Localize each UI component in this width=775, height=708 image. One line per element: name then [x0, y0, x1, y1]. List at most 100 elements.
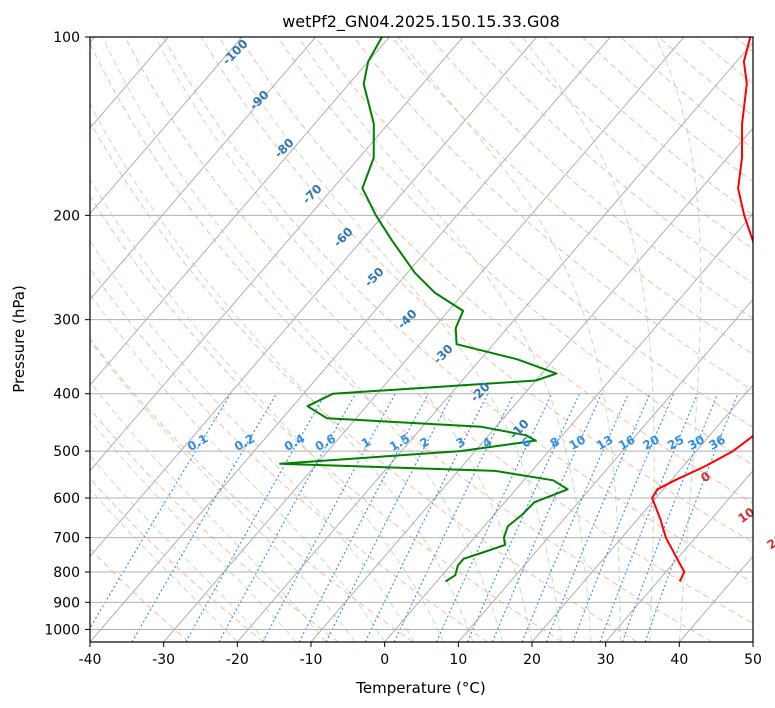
mixing-ratio-line [435, 393, 553, 642]
dry-adiabat [429, 37, 753, 320]
mixing-ratio-line [364, 393, 489, 642]
background-lines [90, 37, 753, 642]
x-axis-title: Temperature (°C) [355, 679, 485, 697]
y-tick-label: 700 [53, 531, 80, 547]
moist-adiabat [90, 293, 386, 642]
moist-adiabat [90, 339, 356, 642]
dry-adiabat [658, 37, 753, 117]
isotherm [90, 37, 243, 215]
moist-adiabat [90, 178, 445, 642]
x-tick-label: 50 [744, 652, 762, 668]
moist-adiabat-label: -70 [300, 182, 325, 207]
mixing-ratio-label: 8 [548, 434, 562, 450]
moist-adiabat [90, 455, 268, 642]
moist-adiabat [297, 37, 592, 642]
mixing-ratio-line [131, 393, 277, 642]
mixing-ratio-label: 0.2 [232, 431, 257, 454]
mixing-ratio-line [572, 393, 675, 642]
isotherm [236, 41, 753, 642]
mixing-ratio-label: 1.5 [387, 431, 412, 454]
dry-adiabat [90, 267, 488, 642]
isotherm [90, 37, 464, 472]
mixing-ratio-line [491, 393, 603, 642]
y-tick-label: 600 [53, 491, 80, 507]
y-tick-label: 100 [53, 30, 80, 46]
x-tick-label: -20 [226, 652, 249, 668]
isotherm [90, 37, 611, 642]
mixing-ratio-line [90, 393, 232, 630]
x-tick-label: 40 [670, 652, 688, 668]
mixing-ratio-label: 20 [640, 432, 661, 452]
dry-adiabat [90, 338, 414, 642]
mixing-ratio-line [185, 393, 326, 642]
dry-adiabat-label: 10 [735, 505, 757, 526]
mixing-ratio-line [466, 393, 581, 642]
dewpoint-profile [279, 37, 569, 583]
dry-adiabat [277, 37, 753, 466]
y-tick-label: 200 [53, 208, 80, 224]
y-tick-label: 800 [53, 565, 80, 581]
profile-lines [279, 37, 753, 583]
x-tick-label: -30 [152, 652, 175, 668]
moist-adiabat [521, 37, 655, 642]
mixing-ratio-line [621, 393, 719, 642]
isotherm [163, 37, 685, 642]
moist-adiabat [397, 37, 621, 642]
mixing-ratio-line [298, 393, 429, 642]
isotherm [384, 212, 753, 642]
x-tick-label: 20 [523, 652, 541, 668]
dry-adiabat [90, 477, 264, 642]
moist-adiabat [90, 240, 415, 642]
moist-adiabat [102, 37, 503, 642]
dry-adiabat [90, 547, 190, 642]
isotherm [310, 127, 753, 642]
moist-adiabat [90, 102, 474, 642]
y-tick-label: 300 [53, 313, 80, 329]
moist-adiabat [90, 488, 238, 642]
mixing-ratio-label: 3 [454, 434, 468, 450]
mixing-ratio-label: 30 [686, 432, 707, 452]
dry-adiabat [696, 37, 753, 85]
dry-adiabat [90, 42, 712, 642]
mixing-ratio-line [218, 393, 357, 642]
moist-adiabat [218, 37, 562, 642]
isotherm [457, 298, 753, 642]
moist-adiabat-label: -50 [362, 265, 387, 290]
isotherm [678, 555, 753, 642]
dry-adiabat [90, 408, 339, 642]
moist-adiabat [154, 37, 533, 642]
mixing-ratio-line [262, 393, 396, 642]
dry-adiabat-label: 20 [764, 531, 775, 552]
dry-adiabat [620, 37, 753, 150]
dry-adiabat [544, 37, 753, 216]
mixing-ratio-label: 16 [616, 432, 637, 452]
y-tick-label: 1000 [44, 622, 80, 638]
mixing-ratio-line [521, 393, 629, 642]
dry-adiabat [238, 37, 753, 504]
mixing-ratio-label: 13 [594, 432, 615, 452]
isotherm [90, 37, 538, 558]
y-axis-title: Pressure (hPa) [10, 285, 28, 393]
moist-adiabat-label: -90 [247, 88, 272, 113]
line-labels: 0.1 0.2 0.4 0.6 1 1.5 2 3 4 6 8 10 13 16 20 25 30 3601020… [185, 37, 775, 553]
chart-title: wetPf2_GN04.2025.150.15.33.G08 [282, 12, 560, 32]
dry-adiabat [90, 120, 638, 642]
moist-adiabat [655, 37, 702, 642]
dry-adiabat [391, 37, 753, 355]
dry-adiabat [162, 37, 753, 584]
mixing-ratio-label: 10 [567, 432, 588, 452]
x-tick-label: 0 [380, 652, 389, 668]
y-tick-label: 900 [53, 595, 80, 611]
isotherm [531, 384, 753, 642]
mixing-ratio-line [393, 393, 515, 642]
moist-adiabat-label: -80 [272, 136, 297, 161]
mixing-ratio-label: 1 [359, 434, 373, 450]
dry-adiabat [315, 37, 753, 428]
isotherm [605, 469, 753, 642]
plot-frame [89, 36, 754, 643]
x-tick-label: -10 [300, 652, 323, 668]
dry-adiabat [734, 37, 753, 53]
mixing-ratio-line [644, 393, 739, 642]
x-tick-label: 10 [449, 652, 467, 668]
mixing-ratio-label: 0.4 [282, 431, 307, 454]
